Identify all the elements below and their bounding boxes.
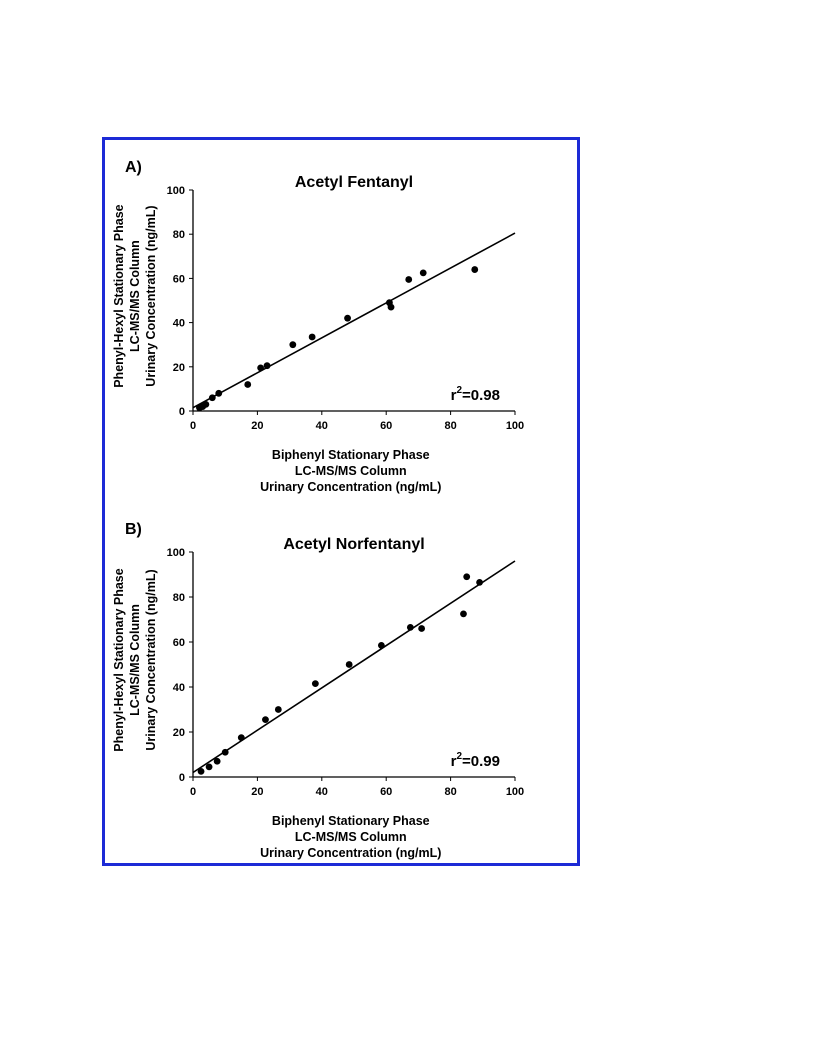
data-point [262, 716, 269, 724]
y-tick-label: 40 [173, 682, 185, 694]
y-axis-title-line-3: Urinary Concentration (ng/mL) [144, 569, 158, 750]
r-squared-symbol: r [451, 753, 457, 770]
data-point [237, 734, 245, 742]
x-axis-title-line-3: Urinary Concentration (ng/mL) [260, 480, 441, 494]
x-tick-label: 60 [380, 420, 392, 432]
y-tick-label: 80 [173, 592, 185, 604]
x-tick-label: 20 [251, 420, 263, 432]
y-axis-title-line-1: Phenyl-Hexyl Stationary Phase [112, 568, 126, 751]
panel-label: A) [125, 159, 142, 176]
y-axis-title-line-2: LC-MS/MS Column [128, 604, 142, 716]
data-point [406, 623, 414, 631]
y-tick-label: 100 [167, 185, 185, 197]
x-axis-title-line-3: Urinary Concentration (ng/mL) [260, 846, 441, 860]
data-point [460, 610, 467, 618]
data-point [202, 400, 210, 408]
regression-line [192, 232, 516, 409]
x-tick-label: 40 [316, 786, 328, 798]
x-tick-label: 100 [506, 786, 524, 798]
data-point [208, 394, 216, 402]
data-point [257, 364, 265, 372]
chart-panel-a: A) Acetyl Fentanyl 0 20 40 60 80 100 0 20 40 60 80 10… [112, 159, 524, 494]
r-squared-value: =0.99 [462, 753, 500, 770]
data-point [405, 276, 413, 283]
r-squared-superscript: 2 [456, 751, 462, 762]
y-axis-title-line-3: Urinary Concentration (ng/mL) [144, 205, 158, 386]
data-point [289, 341, 297, 349]
data-point [344, 314, 351, 322]
r-squared-label: r2=0.98 [451, 385, 500, 404]
data-point [387, 303, 395, 311]
x-tick-label: 20 [251, 786, 263, 798]
x-tick-label: 0 [190, 420, 196, 432]
data-point [377, 641, 385, 649]
x-tick-label: 60 [380, 786, 392, 798]
y-axis-title-line-2: LC-MS/MS Column [128, 240, 142, 352]
data-point [213, 757, 221, 765]
chart-panel-b: B) Acetyl Norfentanyl 0 20 40 60 80 100 0 20 40 60 8… [112, 521, 524, 860]
chart-title: Acetyl Fentanyl [295, 174, 413, 191]
x-axis-title-line-2: LC-MS/MS Column [295, 830, 407, 844]
regression-line [192, 560, 516, 774]
x-tick-label: 0 [190, 786, 196, 798]
data-point [311, 680, 319, 688]
data-point [221, 748, 229, 756]
chart-title: Acetyl Norfentanyl [283, 536, 424, 553]
x-tick-label: 100 [506, 420, 524, 432]
data-point [345, 661, 353, 668]
data-point [215, 389, 223, 397]
data-point [419, 269, 427, 277]
y-tick-label: 20 [173, 727, 185, 739]
x-tick-label: 80 [444, 420, 456, 432]
panel-label: B) [125, 521, 142, 538]
y-tick-label: 0 [179, 406, 185, 418]
r-squared-symbol: r [451, 387, 457, 404]
r-squared-superscript: 2 [456, 385, 462, 396]
y-tick-label: 0 [179, 772, 185, 784]
data-point [244, 381, 252, 388]
x-tick-label: 80 [444, 786, 456, 798]
x-axis-title-line-1: Biphenyl Stationary Phase [272, 814, 430, 828]
x-axis-title-line-2: LC-MS/MS Column [295, 464, 407, 478]
y-tick-label: 60 [173, 637, 185, 649]
data-point [197, 767, 205, 775]
y-tick-label: 40 [173, 318, 185, 330]
y-tick-label: 80 [173, 229, 185, 241]
data-point [263, 362, 271, 370]
y-tick-label: 100 [167, 547, 185, 559]
r-squared-label: r2=0.99 [451, 751, 500, 770]
figure-frame: A) Acetyl Fentanyl 0 20 40 60 80 100 0 20 40 60 80 10… [102, 137, 580, 866]
data-point [418, 625, 426, 632]
data-point [308, 333, 316, 341]
y-tick-label: 60 [173, 273, 185, 285]
data-point [274, 706, 282, 713]
data-point [471, 266, 479, 273]
data-point [463, 573, 471, 581]
r-squared-value: =0.98 [462, 387, 500, 404]
data-point [476, 578, 483, 586]
x-axis-title-line-1: Biphenyl Stationary Phase [272, 448, 430, 462]
y-tick-label: 20 [173, 362, 185, 374]
y-axis-title-line-1: Phenyl-Hexyl Stationary Phase [112, 204, 126, 387]
data-point [205, 763, 213, 771]
x-tick-label: 40 [316, 420, 328, 432]
